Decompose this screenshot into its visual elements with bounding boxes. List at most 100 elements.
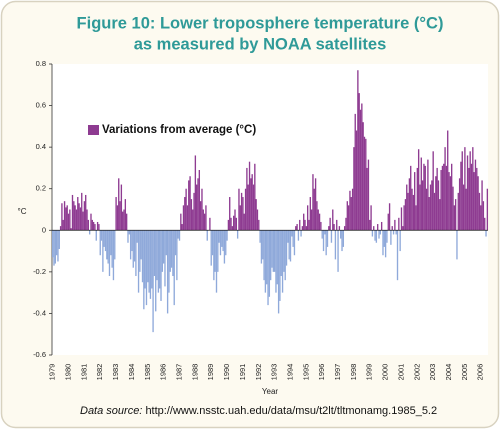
- bar: [223, 230, 226, 264]
- x-tick-label: 1997: [333, 364, 342, 381]
- bar: [193, 192, 195, 231]
- bar: [382, 230, 384, 256]
- bar: [328, 226, 330, 231]
- bar: [102, 230, 104, 272]
- bar: [159, 230, 161, 289]
- bar: [230, 217, 232, 231]
- bar: [211, 230, 214, 256]
- bar: [198, 170, 201, 231]
- bar: [190, 199, 193, 231]
- bar: [67, 213, 70, 231]
- bar: [391, 226, 393, 231]
- bar: [173, 230, 175, 306]
- bar: [255, 199, 257, 231]
- bar: [318, 213, 321, 231]
- bar: [185, 188, 187, 231]
- bar: [477, 176, 479, 231]
- bar: [104, 230, 107, 252]
- bar: [133, 230, 136, 262]
- bar: [144, 230, 146, 289]
- bar: [124, 199, 127, 231]
- bar: [437, 180, 440, 231]
- bar: [103, 230, 105, 247]
- bar: [118, 178, 120, 231]
- bar: [135, 230, 137, 277]
- bar: [292, 230, 294, 247]
- bar: [425, 188, 428, 231]
- bar: [152, 230, 154, 333]
- bar: [384, 230, 387, 258]
- bar: [452, 186, 454, 231]
- bar: [206, 230, 208, 241]
- bar: [481, 180, 483, 231]
- bar: [358, 93, 360, 231]
- bar: [388, 203, 391, 231]
- bar: [71, 194, 74, 231]
- bar: [392, 230, 395, 235]
- bar: [62, 219, 64, 231]
- bar: [349, 190, 351, 231]
- bar: [160, 230, 162, 301]
- bar: [396, 230, 399, 281]
- bar: [304, 219, 306, 231]
- bar: [273, 230, 276, 272]
- bar: [480, 205, 482, 231]
- x-tick-label: 2003: [428, 364, 437, 381]
- bar: [484, 217, 486, 231]
- bar: [272, 230, 274, 272]
- bar: [464, 147, 466, 231]
- bar: [266, 230, 268, 285]
- bar: [395, 230, 397, 235]
- bar: [239, 205, 241, 231]
- bar: [399, 230, 401, 252]
- bar: [119, 201, 121, 231]
- x-tick-label: 2006: [476, 364, 485, 381]
- bar: [116, 205, 119, 231]
- bar: [337, 230, 339, 272]
- y-tick-label: 0.4: [36, 142, 46, 151]
- bar: [234, 209, 236, 231]
- bar: [182, 205, 185, 231]
- bar: [240, 192, 243, 231]
- bar: [284, 230, 286, 281]
- bar: [416, 167, 419, 231]
- bar: [326, 230, 329, 247]
- bar: [95, 230, 97, 241]
- bar: [404, 199, 407, 231]
- bar: [83, 201, 86, 231]
- x-tick-label: 1981: [79, 364, 88, 381]
- bar: [246, 167, 248, 231]
- bar: [70, 228, 72, 231]
- bar: [445, 165, 448, 231]
- bar: [309, 197, 311, 231]
- bar: [79, 207, 82, 231]
- bar: [359, 109, 362, 231]
- bar: [461, 151, 463, 231]
- bar: [143, 230, 145, 310]
- bar: [168, 230, 170, 293]
- bar: [441, 165, 444, 231]
- bar: [341, 230, 343, 252]
- chart-title: as measured by NOAA satellites: [134, 35, 387, 53]
- bar: [334, 230, 337, 260]
- bar: [351, 188, 354, 231]
- bar: [137, 230, 140, 293]
- x-tick-label: 1993: [270, 364, 279, 381]
- x-tick-label: 1983: [111, 364, 120, 381]
- bar: [75, 209, 78, 231]
- bar: [340, 230, 342, 239]
- bar: [77, 197, 79, 231]
- bar: [54, 230, 56, 264]
- bar: [73, 201, 75, 231]
- bar: [449, 176, 452, 231]
- bar: [210, 230, 212, 266]
- bar: [247, 184, 249, 231]
- bar: [254, 163, 256, 231]
- bar: [161, 230, 164, 272]
- bar: [209, 217, 211, 231]
- bar: [78, 203, 80, 231]
- bar: [263, 230, 265, 281]
- bar: [447, 130, 449, 231]
- bar: [355, 130, 358, 231]
- bar: [415, 205, 417, 231]
